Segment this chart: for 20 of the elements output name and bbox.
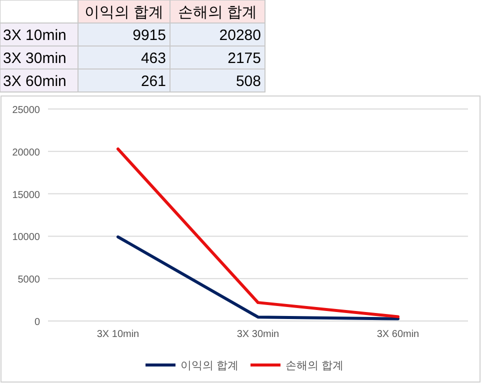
y-tick-label: 15000 <box>12 190 40 201</box>
y-tick-label: 0 <box>34 317 40 328</box>
data-label: 9915 <box>132 27 166 44</box>
y-tick-label: 20000 <box>12 147 40 158</box>
legend-label: 손해의 합계 <box>286 360 344 372</box>
legend-label: 이익의 합계 <box>180 360 239 372</box>
data-label: 20280 <box>219 27 261 44</box>
x-tick-label: 3X 10min <box>96 329 140 340</box>
data-label: 2175 <box>228 50 261 67</box>
x-tick-label: 3X 30min <box>236 329 280 340</box>
data-label: 463 <box>140 50 166 67</box>
y-tick-label: 10000 <box>12 232 40 244</box>
y-tick-label: 3X 60min <box>3 73 66 90</box>
data-label: 508 <box>236 73 261 90</box>
x-tick-label: 3X 60min <box>376 329 420 340</box>
y-tick-label: 25000 <box>12 105 40 116</box>
y-tick-label: 3X 30min <box>3 50 66 67</box>
y-tick-label: 3X 10min <box>3 27 66 44</box>
y-tick-label: 5000 <box>18 274 40 286</box>
data-label: 261 <box>140 73 166 90</box>
